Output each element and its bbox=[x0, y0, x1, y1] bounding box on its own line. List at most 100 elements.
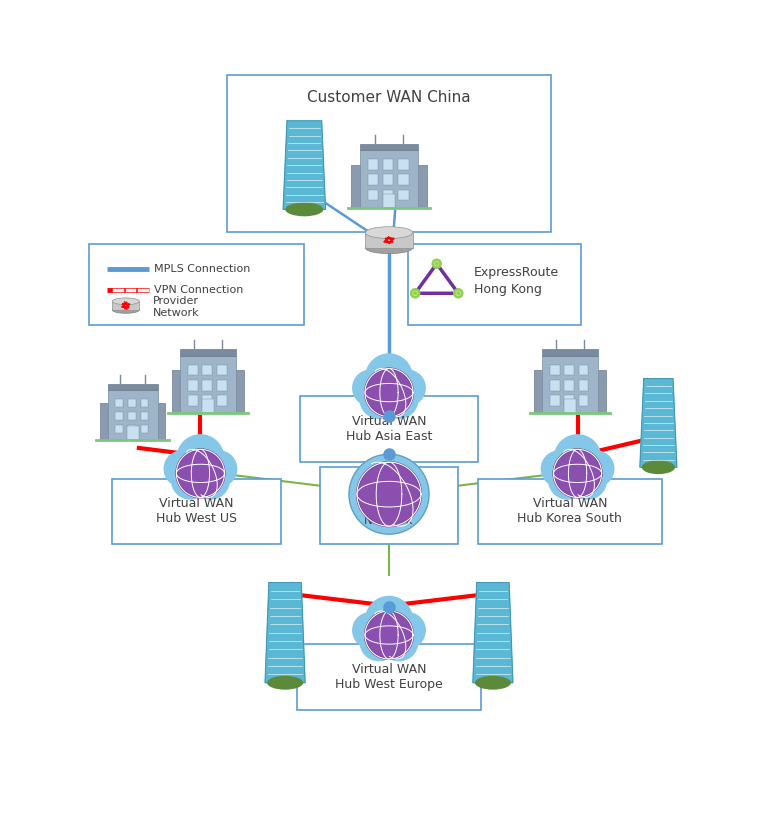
Ellipse shape bbox=[642, 460, 675, 474]
Circle shape bbox=[548, 461, 587, 500]
FancyBboxPatch shape bbox=[188, 395, 198, 405]
Ellipse shape bbox=[366, 242, 412, 254]
FancyBboxPatch shape bbox=[112, 301, 139, 310]
Text: Microsoft
Global
Network: Microsoft Global Network bbox=[363, 484, 415, 527]
Circle shape bbox=[389, 369, 426, 406]
FancyBboxPatch shape bbox=[89, 244, 304, 325]
Circle shape bbox=[365, 595, 413, 644]
Text: Customer WAN China: Customer WAN China bbox=[307, 90, 471, 106]
Ellipse shape bbox=[112, 298, 139, 305]
FancyBboxPatch shape bbox=[300, 396, 478, 462]
Text: Virtual WAN
Hub Korea South: Virtual WAN Hub Korea South bbox=[517, 497, 622, 526]
Circle shape bbox=[560, 458, 595, 493]
Text: Virtual WAN
Hub Asia East: Virtual WAN Hub Asia East bbox=[345, 415, 433, 443]
FancyBboxPatch shape bbox=[141, 424, 149, 432]
FancyBboxPatch shape bbox=[236, 370, 244, 414]
FancyBboxPatch shape bbox=[320, 467, 458, 544]
FancyBboxPatch shape bbox=[107, 384, 158, 391]
FancyBboxPatch shape bbox=[383, 190, 394, 200]
FancyBboxPatch shape bbox=[202, 400, 214, 414]
FancyBboxPatch shape bbox=[296, 645, 482, 710]
FancyBboxPatch shape bbox=[383, 194, 395, 208]
Circle shape bbox=[171, 461, 209, 500]
Circle shape bbox=[365, 353, 413, 401]
Text: Network: Network bbox=[152, 308, 199, 319]
Circle shape bbox=[569, 461, 607, 500]
FancyBboxPatch shape bbox=[398, 190, 408, 200]
FancyBboxPatch shape bbox=[115, 412, 124, 420]
FancyBboxPatch shape bbox=[202, 380, 212, 391]
FancyBboxPatch shape bbox=[100, 403, 107, 441]
Circle shape bbox=[352, 612, 389, 649]
Circle shape bbox=[380, 380, 419, 419]
Circle shape bbox=[201, 450, 237, 487]
Circle shape bbox=[371, 620, 407, 655]
FancyBboxPatch shape bbox=[418, 165, 426, 208]
Circle shape bbox=[359, 380, 398, 419]
FancyBboxPatch shape bbox=[550, 395, 559, 405]
Circle shape bbox=[365, 369, 413, 417]
Ellipse shape bbox=[112, 306, 139, 314]
FancyBboxPatch shape bbox=[360, 144, 418, 150]
FancyBboxPatch shape bbox=[366, 233, 412, 247]
FancyBboxPatch shape bbox=[598, 370, 606, 414]
FancyBboxPatch shape bbox=[398, 174, 408, 185]
Circle shape bbox=[541, 450, 577, 487]
Text: Virtual WAN
Hub West Europe: Virtual WAN Hub West Europe bbox=[335, 663, 443, 691]
FancyBboxPatch shape bbox=[217, 364, 226, 375]
Circle shape bbox=[554, 434, 601, 482]
Circle shape bbox=[352, 369, 389, 406]
FancyBboxPatch shape bbox=[128, 400, 136, 407]
FancyBboxPatch shape bbox=[383, 174, 394, 185]
FancyBboxPatch shape bbox=[368, 160, 378, 170]
Circle shape bbox=[371, 378, 407, 413]
FancyBboxPatch shape bbox=[227, 75, 551, 233]
FancyBboxPatch shape bbox=[180, 355, 236, 414]
Ellipse shape bbox=[475, 676, 511, 690]
FancyBboxPatch shape bbox=[141, 412, 149, 420]
Circle shape bbox=[389, 612, 426, 649]
Text: MPLS Connection: MPLS Connection bbox=[154, 265, 251, 274]
Circle shape bbox=[554, 450, 601, 497]
Circle shape bbox=[577, 450, 615, 487]
FancyBboxPatch shape bbox=[478, 479, 662, 544]
Polygon shape bbox=[640, 378, 677, 467]
Circle shape bbox=[380, 622, 419, 661]
Polygon shape bbox=[265, 582, 305, 683]
FancyBboxPatch shape bbox=[141, 400, 149, 407]
Circle shape bbox=[454, 289, 462, 297]
FancyBboxPatch shape bbox=[579, 364, 588, 375]
Text: Provider: Provider bbox=[152, 296, 198, 306]
FancyBboxPatch shape bbox=[112, 479, 281, 544]
FancyBboxPatch shape bbox=[352, 165, 360, 208]
FancyBboxPatch shape bbox=[408, 244, 581, 325]
Ellipse shape bbox=[366, 227, 412, 238]
Ellipse shape bbox=[286, 202, 324, 216]
Circle shape bbox=[177, 434, 224, 482]
Circle shape bbox=[357, 462, 421, 526]
FancyBboxPatch shape bbox=[180, 350, 236, 355]
FancyBboxPatch shape bbox=[115, 424, 124, 432]
Polygon shape bbox=[473, 582, 513, 683]
Circle shape bbox=[413, 291, 417, 296]
FancyBboxPatch shape bbox=[564, 380, 574, 391]
FancyBboxPatch shape bbox=[172, 370, 180, 414]
Circle shape bbox=[365, 611, 413, 659]
Ellipse shape bbox=[267, 676, 303, 690]
FancyBboxPatch shape bbox=[368, 174, 378, 185]
FancyBboxPatch shape bbox=[564, 400, 576, 414]
FancyBboxPatch shape bbox=[550, 364, 559, 375]
FancyBboxPatch shape bbox=[550, 380, 559, 391]
FancyBboxPatch shape bbox=[564, 395, 574, 405]
FancyBboxPatch shape bbox=[107, 391, 158, 441]
Circle shape bbox=[435, 261, 439, 266]
FancyBboxPatch shape bbox=[368, 190, 378, 200]
FancyBboxPatch shape bbox=[542, 350, 598, 355]
Circle shape bbox=[191, 461, 230, 500]
FancyBboxPatch shape bbox=[188, 364, 198, 375]
FancyBboxPatch shape bbox=[534, 370, 542, 414]
FancyBboxPatch shape bbox=[202, 395, 212, 405]
FancyBboxPatch shape bbox=[188, 380, 198, 391]
Text: Hong Kong: Hong Kong bbox=[474, 283, 541, 296]
Circle shape bbox=[359, 622, 398, 661]
